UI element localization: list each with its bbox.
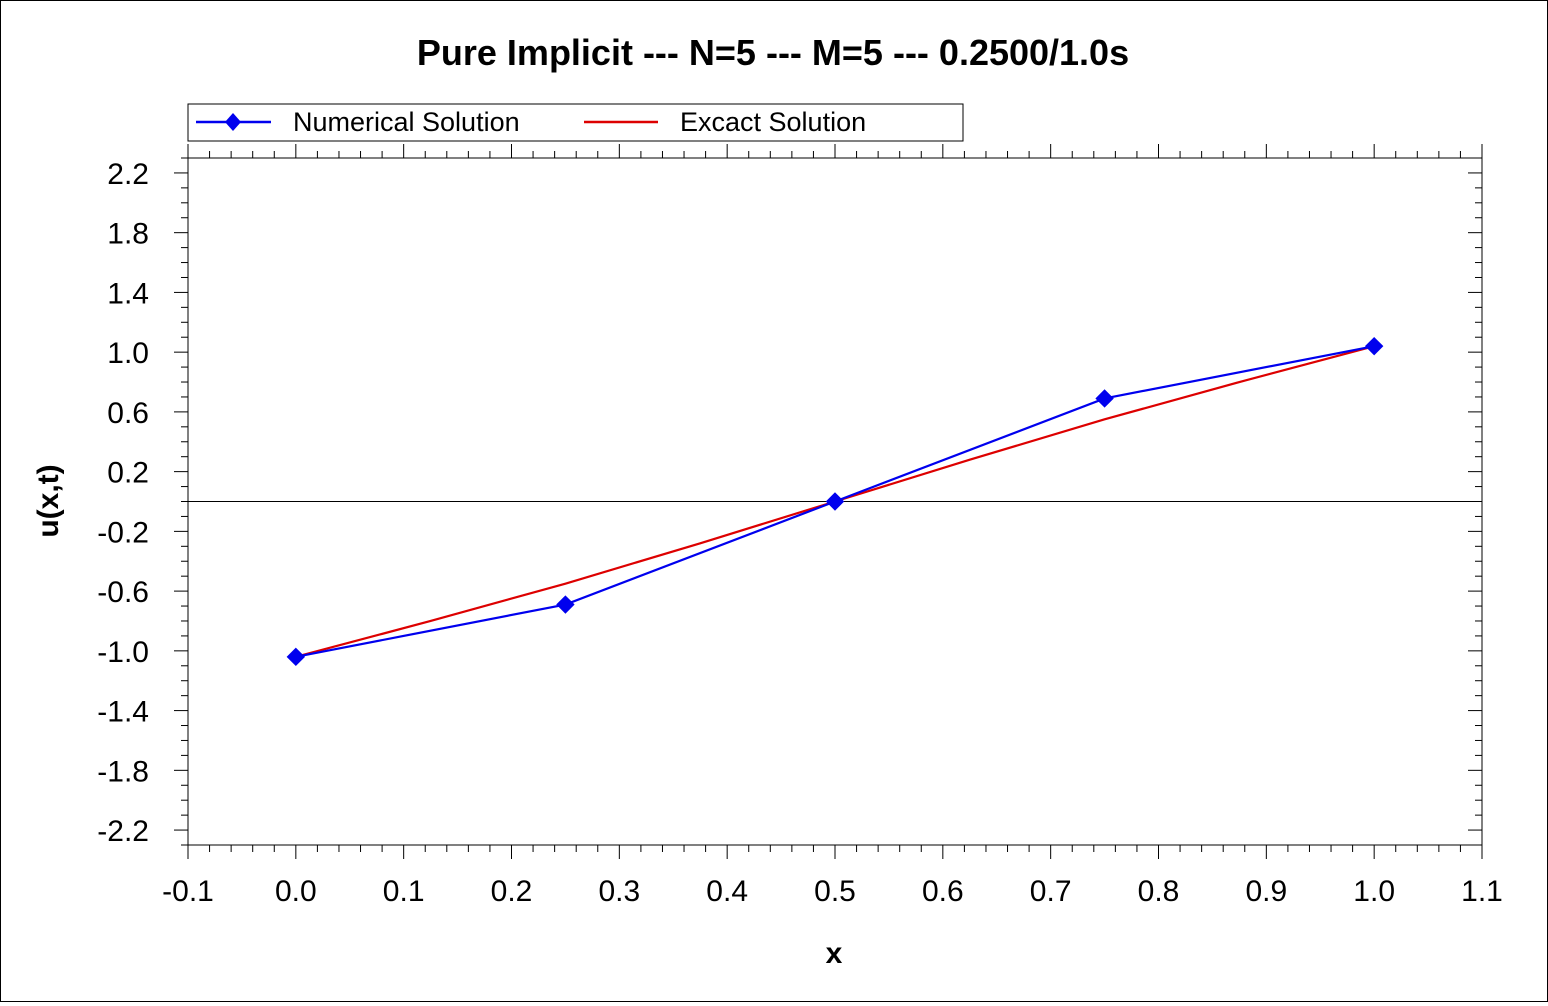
x-tick-label: 0.0 [275, 875, 317, 908]
x-tick-label: 0.5 [814, 875, 856, 908]
y-tick-label: 0.6 [107, 397, 149, 430]
legend-box [187, 103, 964, 142]
x-tick-label: 0.6 [922, 875, 964, 908]
y-tick-label: 1.4 [107, 277, 149, 310]
numerical-solution-point [1095, 389, 1114, 408]
legend-numerical-marker [225, 113, 241, 131]
y-tick-label: 1.0 [107, 337, 149, 370]
x-tick-label: 0.1 [383, 875, 425, 908]
x-tick-label: 0.2 [491, 875, 533, 908]
x-tick-label: 0.8 [1138, 875, 1180, 908]
legend-numerical-label: Numerical Solution [293, 107, 520, 137]
y-tick-label: -1.0 [97, 636, 149, 669]
numerical-solution-point [556, 595, 575, 614]
y-tick-label: 2.2 [107, 158, 149, 191]
y-axis-tick-labels: 2.2 1.8 1.4 1.0 0.6 0.2 -0.2 -0.6 -1.0 -1.4 -1.8 -2… [97, 158, 149, 848]
y-tick-label: 1.8 [107, 218, 149, 251]
legend: Numerical Solution Excact Solution [187, 103, 964, 142]
y-tick-label: -1.8 [97, 755, 149, 788]
x-tick-label: 0.9 [1245, 875, 1287, 908]
y-tick-label: -0.6 [97, 576, 149, 609]
x-axis-tick-labels: -0.1 0.0 0.1 0.2 0.3 0.4 0.5 0.6 0.7 0.8 0.9 1.0 1.1 [162, 875, 1503, 908]
y-tick-label: -1.4 [97, 696, 149, 729]
chart-title: Pure Implicit --- N=5 --- M=5 --- 0.2500… [417, 32, 1129, 73]
axis-ticks [174, 144, 1483, 859]
numerical-solution-point [825, 492, 845, 511]
numerical-solution-point [1364, 336, 1384, 356]
x-tick-label: 1.1 [1461, 875, 1503, 908]
series-layer [286, 336, 1384, 667]
x-axis-title: x [826, 937, 843, 970]
x-tick-label: 1.0 [1353, 875, 1395, 908]
y-tick-label: -0.2 [97, 516, 149, 549]
legend-exact-label: Excact Solution [680, 107, 866, 137]
numerical-solution-point [286, 647, 306, 667]
y-axis-title: u(x,t) [32, 464, 65, 537]
x-tick-label: 0.3 [598, 875, 640, 908]
x-tick-label: -0.1 [162, 875, 214, 908]
y-tick-label: 0.2 [107, 457, 149, 490]
x-tick-label: 0.4 [706, 875, 748, 908]
y-tick-label: -2.2 [97, 815, 149, 848]
x-tick-label: 0.7 [1030, 875, 1072, 908]
